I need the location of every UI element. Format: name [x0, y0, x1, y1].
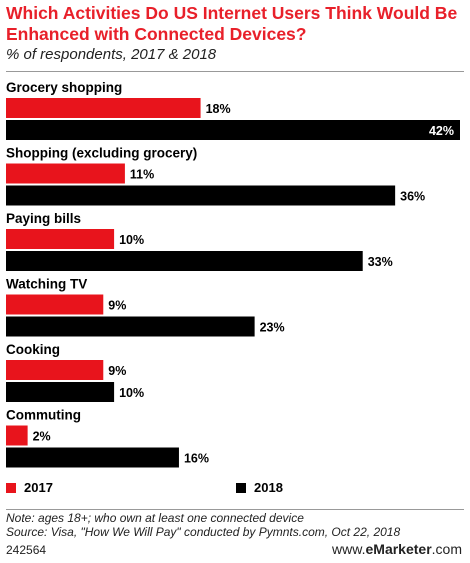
- value-label-2017: 2%: [33, 430, 51, 444]
- category-label: Cooking: [6, 342, 60, 357]
- bar-2017: [6, 98, 201, 118]
- value-label-2018: 42%: [429, 124, 454, 138]
- bar-chart: Grocery shopping 18% 42% Shopping (excludin…: [6, 80, 460, 468]
- bar-2017: [6, 360, 104, 380]
- bar-2018: [6, 251, 363, 271]
- bar-2018: [6, 382, 115, 402]
- bar-2018: [6, 316, 255, 337]
- bottom-divider: [6, 509, 464, 510]
- category-label: Commuting: [6, 408, 81, 423]
- bar-2018: [6, 120, 460, 140]
- value-label-2017: 9%: [108, 299, 126, 313]
- value-label-2018: 23%: [260, 321, 285, 335]
- bar-2017: [6, 425, 28, 446]
- category-label: Shopping (excluding grocery): [6, 146, 197, 161]
- category-label: Paying bills: [6, 211, 81, 226]
- source-text: Source: Visa, "How We Will Pay" conducte…: [6, 525, 401, 539]
- bar-2018: [6, 447, 179, 468]
- legend-swatch-2017: [6, 483, 16, 493]
- brand-name: eMarketer: [365, 541, 432, 557]
- legend-label-2017: 2017: [24, 480, 53, 495]
- legend-item-2018: 2018: [236, 480, 283, 495]
- bar-2017: [6, 229, 115, 249]
- value-label-2017: 18%: [206, 102, 231, 116]
- note-text: Note: ages 18+; who own at least one con…: [6, 511, 304, 525]
- category-label: Grocery shopping: [6, 80, 122, 95]
- value-label-2018: 36%: [400, 190, 425, 204]
- legend-item-2017: 2017: [6, 480, 53, 495]
- bar-2018: [6, 185, 396, 206]
- chart-title: Which Activities Do US Internet Users Th…: [6, 3, 458, 44]
- brand-suffix: .com: [431, 541, 462, 557]
- value-label-2018: 33%: [368, 255, 393, 269]
- value-label-2017: 9%: [108, 364, 126, 378]
- legend-swatch-2018: [236, 483, 246, 493]
- chart-footnote: Note: ages 18+; who own at least one con…: [6, 511, 400, 539]
- category-label: Watching TV: [6, 277, 87, 292]
- chart-subtitle: % of respondents, 2017 & 2018: [6, 46, 217, 63]
- top-divider: [6, 71, 464, 72]
- bar-2017: [6, 163, 125, 184]
- value-label-2018: 16%: [184, 452, 209, 466]
- bar-2017: [6, 294, 104, 315]
- brand-logo: www.eMarketer.com: [332, 541, 462, 557]
- legend-label-2018: 2018: [254, 480, 283, 495]
- value-label-2017: 10%: [119, 233, 144, 247]
- brand-prefix: www.: [332, 541, 366, 557]
- chart-id: 242564: [6, 543, 47, 557]
- value-label-2017: 11%: [130, 168, 154, 182]
- value-label-2018: 10%: [119, 386, 144, 400]
